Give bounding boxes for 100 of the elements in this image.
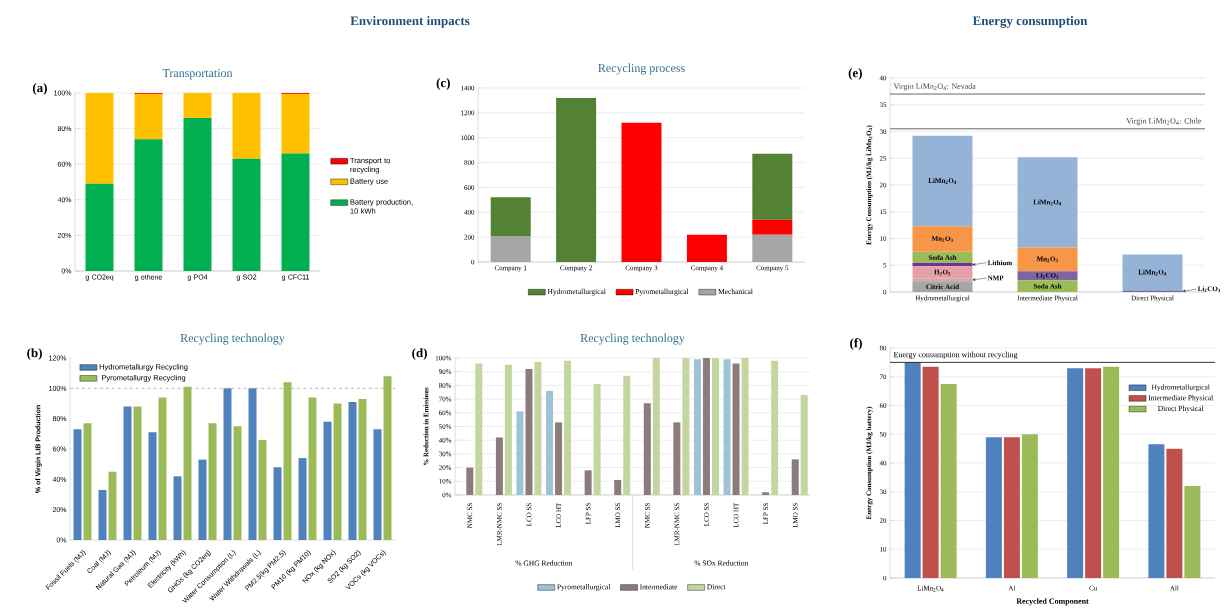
bar <box>83 423 92 540</box>
bar <box>940 383 957 578</box>
bar <box>516 411 524 495</box>
bar <box>208 423 217 540</box>
bar <box>564 360 572 495</box>
text: Energy consumption <box>972 16 1088 28</box>
bar <box>73 429 82 540</box>
bar <box>358 398 367 540</box>
bar <box>273 467 282 540</box>
bar <box>504 364 512 495</box>
bar <box>134 93 163 140</box>
bar <box>752 153 793 220</box>
bar <box>652 358 660 495</box>
text: (e) <box>848 68 862 80</box>
chart-title: Recycling process <box>598 63 685 75</box>
bar <box>1148 444 1165 578</box>
bar <box>546 390 554 495</box>
bar <box>183 117 212 271</box>
bar <box>614 479 622 495</box>
bar <box>198 459 207 540</box>
bar <box>183 386 192 540</box>
bar <box>223 388 232 540</box>
bar <box>348 401 357 540</box>
bar <box>173 476 182 540</box>
bar <box>134 139 163 271</box>
bar <box>98 489 107 540</box>
bar <box>333 403 342 540</box>
bar <box>158 397 167 540</box>
bar <box>593 384 601 495</box>
bar <box>232 93 261 159</box>
text: (c) <box>436 78 450 90</box>
bar <box>912 251 973 264</box>
bar <box>1017 247 1078 272</box>
bar <box>283 382 292 540</box>
bar <box>686 234 727 262</box>
bar <box>466 467 474 495</box>
bar <box>791 459 799 495</box>
bar <box>133 406 142 540</box>
bar <box>1017 280 1078 292</box>
bar <box>308 397 317 540</box>
bar <box>281 93 310 154</box>
bar <box>771 360 779 495</box>
bar <box>912 226 973 252</box>
bar <box>475 363 483 495</box>
bar <box>1017 157 1078 248</box>
bar <box>762 492 770 495</box>
bar <box>108 471 117 540</box>
bar <box>702 358 710 495</box>
bar <box>373 429 382 540</box>
bar <box>1067 368 1084 578</box>
bar <box>922 366 939 578</box>
bar <box>1184 486 1201 578</box>
bar <box>673 422 681 495</box>
bar <box>1103 366 1120 578</box>
bar <box>741 358 749 495</box>
bar <box>643 403 651 495</box>
bar <box>1166 448 1183 578</box>
bar <box>323 421 332 540</box>
bar <box>723 359 731 495</box>
bar <box>495 437 503 495</box>
chart-title: Transportation <box>162 69 233 80</box>
bar <box>800 394 808 495</box>
bar <box>258 439 267 540</box>
bar <box>584 470 592 495</box>
bar <box>148 432 157 540</box>
bar <box>682 358 690 495</box>
bar <box>621 122 662 262</box>
bar <box>556 97 597 262</box>
bar <box>281 153 310 271</box>
bar <box>233 426 242 540</box>
bar <box>912 266 973 279</box>
bar <box>985 437 1002 578</box>
bar <box>525 368 533 495</box>
bar <box>1017 271 1078 281</box>
bar <box>534 362 542 495</box>
bar <box>693 359 701 495</box>
bar <box>732 363 740 495</box>
bar <box>248 388 257 540</box>
bar <box>123 406 132 540</box>
bar <box>555 422 563 495</box>
text: (d) <box>412 348 427 360</box>
bar <box>232 158 261 271</box>
text: (a) <box>32 83 47 95</box>
bar <box>490 197 531 236</box>
bar <box>1085 368 1102 578</box>
bar <box>383 376 392 540</box>
bar <box>904 362 921 578</box>
chart-title: Recycling technology <box>180 333 285 345</box>
bar <box>298 458 307 540</box>
text: (b) <box>27 348 42 360</box>
chart-title: Recycling technology <box>580 333 685 345</box>
bar <box>1122 254 1183 291</box>
bar <box>623 375 631 495</box>
bar <box>912 135 973 227</box>
bar <box>1003 437 1020 578</box>
bar <box>85 93 114 184</box>
text: Environment impacts <box>350 16 470 28</box>
bar <box>1021 434 1038 578</box>
bar <box>711 358 719 495</box>
bar <box>752 219 793 235</box>
